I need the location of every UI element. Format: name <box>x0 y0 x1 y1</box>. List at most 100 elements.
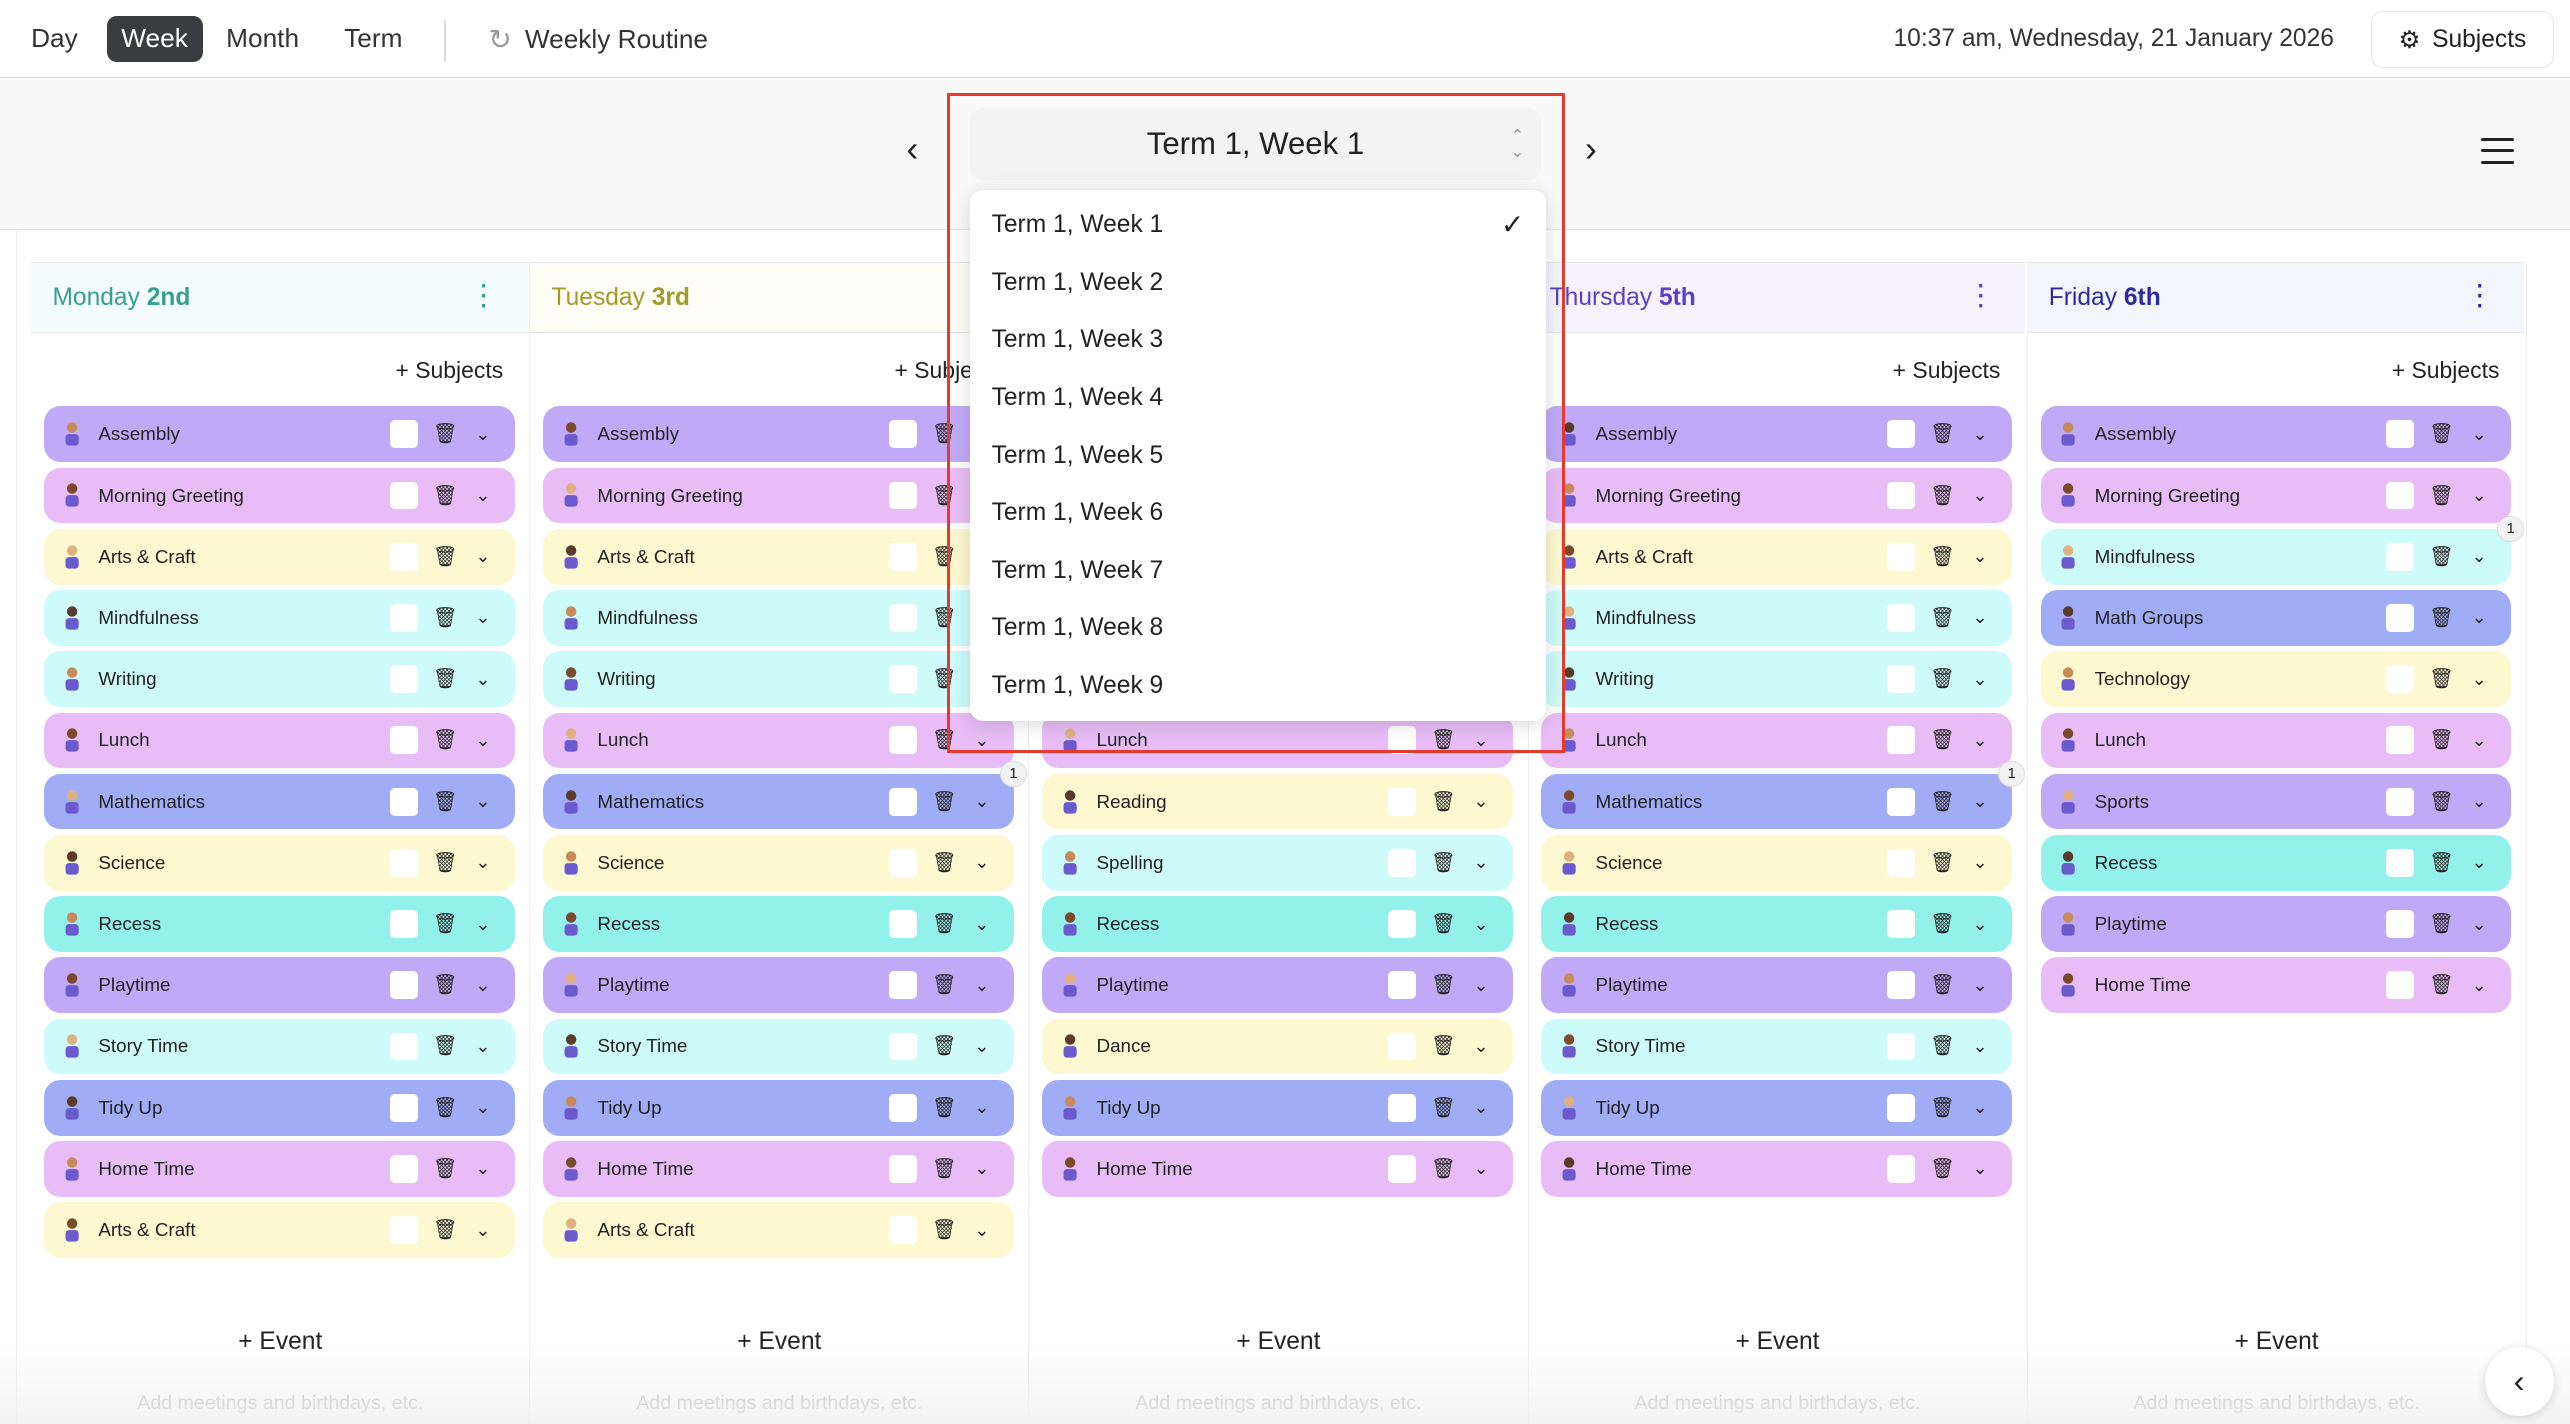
chevron-down-icon[interactable]: ⌄ <box>974 729 990 750</box>
complete-checkbox[interactable] <box>889 665 918 694</box>
complete-checkbox[interactable] <box>1388 971 1417 1000</box>
add-subjects-button[interactable]: + Subjects <box>1893 357 2001 384</box>
trash-icon[interactable]: 🗑 <box>931 1035 957 1058</box>
subject-row[interactable]: Tidy Up 🗑 ⌄ <box>543 1079 1014 1136</box>
subject-row[interactable]: Home Time 🗑 ⌄ <box>1541 1141 2012 1197</box>
complete-checkbox[interactable] <box>889 604 918 632</box>
complete-checkbox[interactable] <box>889 1093 918 1122</box>
trash-icon[interactable]: 🗑 <box>2429 913 2454 936</box>
trash-icon[interactable]: 🗑 <box>432 545 458 568</box>
complete-checkbox[interactable] <box>1887 1154 1916 1183</box>
complete-checkbox[interactable] <box>2386 481 2415 510</box>
subject-row[interactable]: Morning Greeting 🗑 ⌄ <box>2040 467 2511 524</box>
subject-row[interactable]: Sports 🗑 ⌄ <box>2040 773 2511 830</box>
trash-icon[interactable]: 🗑 <box>1929 1096 1955 1119</box>
week-select[interactable]: Term 1, Week 1 ⌃ ⌄ <box>970 108 1541 181</box>
subject-row[interactable]: Assembly 🗑 ⌄ <box>44 406 515 463</box>
week-option[interactable]: Term 1, Week 4 <box>992 384 1525 412</box>
chevron-down-icon[interactable]: ⌄ <box>974 1097 990 1118</box>
trash-icon[interactable]: 🗑 <box>432 1157 458 1180</box>
trash-icon[interactable]: 🗑 <box>1430 790 1456 813</box>
complete-checkbox[interactable] <box>390 787 418 816</box>
complete-checkbox[interactable] <box>390 665 418 694</box>
week-option[interactable]: Term 1, Week 1 ✓ <box>992 209 1525 240</box>
complete-checkbox[interactable] <box>1388 1154 1417 1183</box>
trash-icon[interactable]: 🗑 <box>432 1096 458 1119</box>
week-option[interactable]: Term 1, Week 3 <box>992 326 1525 354</box>
chevron-down-icon[interactable]: ⌄ <box>2471 423 2487 444</box>
chevron-down-icon[interactable]: ⌄ <box>475 974 491 995</box>
subject-row[interactable]: Mindfulness 🗑 ⌄ <box>543 590 1014 646</box>
chevron-down-icon[interactable]: ⌄ <box>475 791 491 812</box>
complete-checkbox[interactable] <box>2386 726 2415 755</box>
subject-row[interactable]: Tidy Up 🗑 ⌄ <box>44 1079 515 1136</box>
complete-checkbox[interactable] <box>1887 1032 1916 1061</box>
trash-icon[interactable]: 🗑 <box>2429 851 2454 874</box>
chevron-down-icon[interactable]: ⌄ <box>1473 729 1489 750</box>
subject-row[interactable]: Science 🗑 ⌄ <box>1541 834 2012 891</box>
chevron-down-icon[interactable]: ⌄ <box>2471 974 2487 995</box>
trash-icon[interactable]: 🗑 <box>1929 1157 1955 1180</box>
subject-row[interactable]: Story Time 🗑 ⌄ <box>543 1018 1014 1075</box>
complete-checkbox[interactable] <box>390 1216 418 1245</box>
trash-icon[interactable]: 🗑 <box>1929 668 1955 691</box>
add-subjects-button[interactable]: + Subjects <box>2392 357 2500 384</box>
subject-row[interactable]: Playtime 🗑 ⌄ <box>2040 896 2511 952</box>
add-event-button[interactable]: + Event <box>31 1328 529 1356</box>
subject-row[interactable]: Science 🗑 ⌄ <box>543 834 1014 891</box>
chevron-down-icon[interactable]: ⌄ <box>974 1219 990 1240</box>
trash-icon[interactable]: 🗑 <box>432 484 458 507</box>
complete-checkbox[interactable] <box>1887 726 1916 755</box>
chevron-down-icon[interactable]: ⌄ <box>1473 1097 1489 1118</box>
trash-icon[interactable]: 🗑 <box>931 423 957 446</box>
hamburger-menu-icon[interactable] <box>2481 137 2515 172</box>
chevron-down-icon[interactable]: ⌄ <box>1972 485 1988 506</box>
complete-checkbox[interactable] <box>390 420 418 449</box>
subject-row[interactable]: Dance 🗑 ⌄ <box>1042 1018 1513 1075</box>
trash-icon[interactable]: 🗑 <box>1430 729 1456 752</box>
subject-row[interactable]: Mathematics 🗑 ⌄ 1 <box>543 760 1027 830</box>
trash-icon[interactable]: 🗑 <box>1929 913 1955 936</box>
subject-row[interactable]: Reading 🗑 ⌄ <box>1042 773 1513 830</box>
complete-checkbox[interactable] <box>2386 787 2415 816</box>
subject-row[interactable]: Home Time 🗑 ⌄ <box>2040 957 2511 1014</box>
subject-row[interactable]: Writing 🗑 ⌄ <box>543 651 1014 708</box>
subject-row[interactable]: Lunch 🗑 ⌄ <box>1042 712 1513 769</box>
previous-week-button[interactable]: ‹ <box>906 127 919 169</box>
subject-row[interactable]: Mindfulness 🗑 ⌄ <box>1541 590 2012 646</box>
complete-checkbox[interactable] <box>889 1154 918 1183</box>
chevron-down-icon[interactable]: ⌄ <box>974 791 990 812</box>
subject-row[interactable]: Recess 🗑 ⌄ <box>2040 834 2511 891</box>
complete-checkbox[interactable] <box>390 848 418 877</box>
trash-icon[interactable]: 🗑 <box>2429 606 2454 629</box>
subject-row[interactable]: Lunch 🗑 ⌄ <box>543 712 1014 769</box>
chevron-down-icon[interactable]: ⌄ <box>475 1035 491 1056</box>
tab-month[interactable]: Month <box>226 23 300 54</box>
trash-icon[interactable]: 🗑 <box>432 974 458 997</box>
subject-row[interactable]: Morning Greeting 🗑 ⌄ <box>1541 467 2012 524</box>
trash-icon[interactable]: 🗑 <box>432 729 458 752</box>
trash-icon[interactable]: 🗑 <box>1430 1096 1456 1119</box>
chevron-down-icon[interactable]: ⌄ <box>2471 852 2487 873</box>
chevron-down-icon[interactable]: ⌄ <box>475 729 491 750</box>
subject-row[interactable]: Writing 🗑 ⌄ <box>44 651 515 708</box>
subject-row[interactable]: Morning Greeting 🗑 ⌄ <box>44 467 515 524</box>
complete-checkbox[interactable] <box>1887 481 1916 510</box>
trash-icon[interactable]: 🗑 <box>432 423 458 446</box>
subject-row[interactable]: Arts & Craft 🗑 ⌄ <box>1541 528 2012 585</box>
complete-checkbox[interactable] <box>2386 971 2415 1000</box>
subject-row[interactable]: Story Time 🗑 ⌄ <box>44 1018 515 1075</box>
subject-row[interactable]: Arts & Craft 🗑 ⌄ <box>543 1202 1014 1258</box>
tab-day[interactable]: Day <box>31 23 78 54</box>
chevron-down-icon[interactable]: ⌄ <box>2471 729 2487 750</box>
complete-checkbox[interactable] <box>889 420 918 449</box>
complete-checkbox[interactable] <box>889 971 918 1000</box>
trash-icon[interactable]: 🗑 <box>432 790 458 813</box>
trash-icon[interactable]: 🗑 <box>1430 1157 1456 1180</box>
trash-icon[interactable]: 🗑 <box>2429 423 2454 446</box>
complete-checkbox[interactable] <box>390 971 418 1000</box>
subject-row[interactable]: Lunch 🗑 ⌄ <box>1541 712 2012 769</box>
complete-checkbox[interactable] <box>2386 665 2415 694</box>
chevron-down-icon[interactable]: ⌄ <box>1972 913 1988 934</box>
chevron-down-icon[interactable]: ⌄ <box>1972 668 1988 689</box>
